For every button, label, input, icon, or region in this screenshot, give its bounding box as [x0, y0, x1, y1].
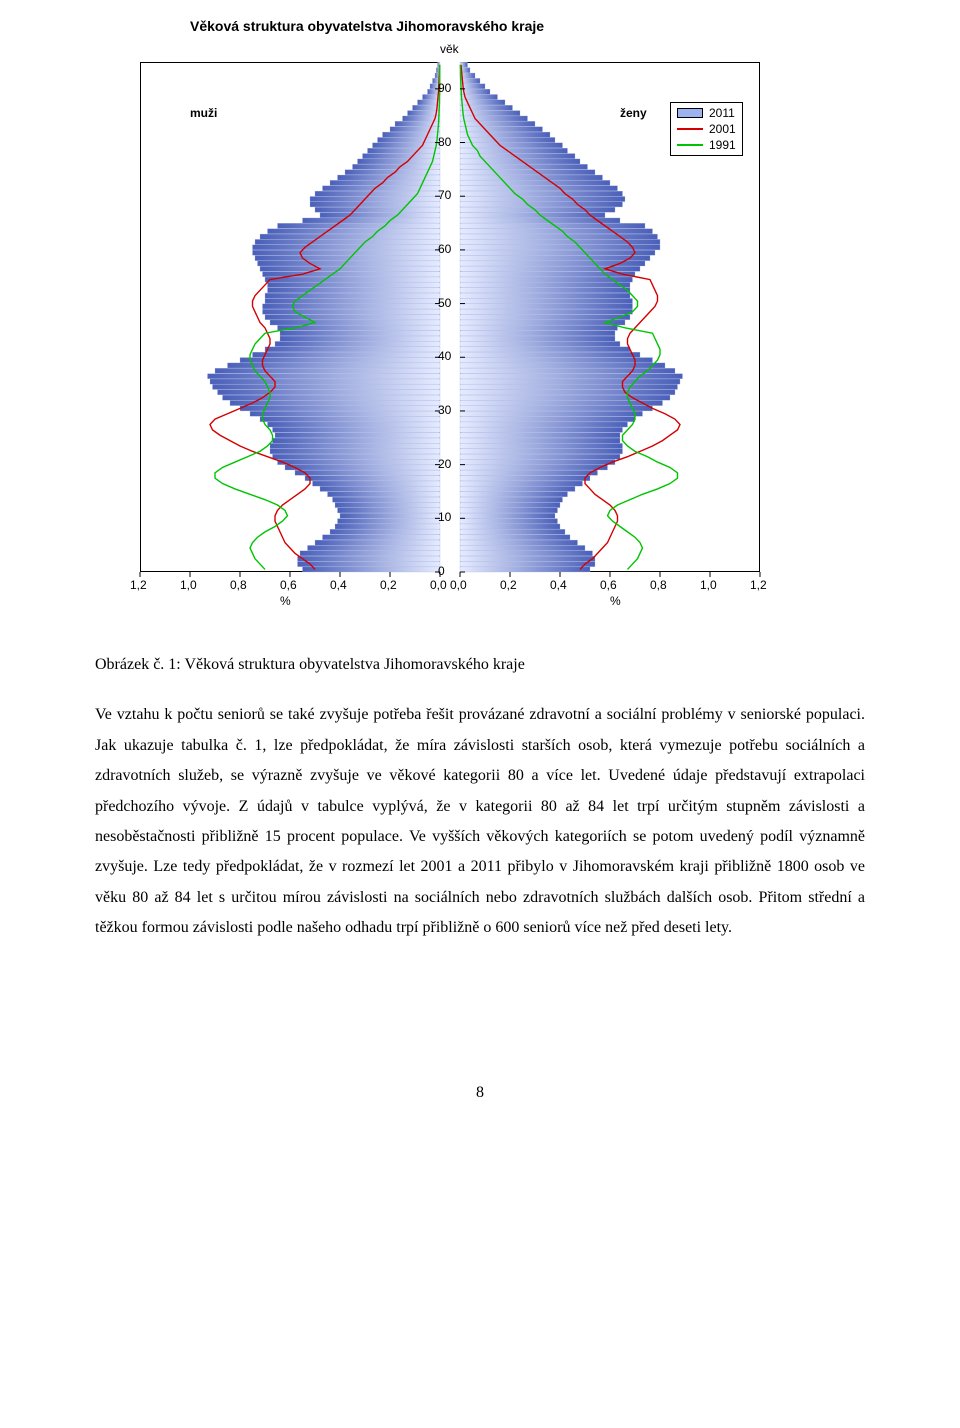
x-tick-left-0: 1,2: [130, 578, 147, 592]
figure-caption: Obrázek č. 1: Věková struktura obyvatels…: [95, 650, 865, 680]
y-tick-90: 90: [438, 81, 451, 95]
population-pyramid-chart: Věková struktura obyvatelstva Jihomoravs…: [130, 18, 830, 620]
y-tick-60: 60: [438, 242, 451, 256]
pyramid-plot-area: věk muži ženy 2011 2001 1991: [130, 40, 830, 620]
x-tick-right-1: 0,2: [500, 578, 517, 592]
y-tick-20: 20: [438, 457, 451, 471]
y-tick-30: 30: [438, 403, 451, 417]
body-paragraph: Ve vztahu k počtu seniorů se také zvyšuj…: [95, 700, 865, 943]
x-tick-right-2: 0,4: [550, 578, 567, 592]
pyramid-svg: [130, 40, 830, 620]
x-tick-left-1: 1,0: [180, 578, 197, 592]
x-tick-right-6: 1,2: [750, 578, 767, 592]
chart-title: Věková struktura obyvatelstva Jihomoravs…: [190, 18, 830, 34]
page-number: 8: [95, 1084, 865, 1102]
y-tick-80: 80: [438, 135, 451, 149]
x-tick-right-4: 0,8: [650, 578, 667, 592]
x-tick-right-3: 0,6: [600, 578, 617, 592]
x-tick-right-5: 1,0: [700, 578, 717, 592]
x-tick-left-2: 0,8: [230, 578, 247, 592]
x-tick-right-0: 0,0: [450, 578, 467, 592]
y-tick-0: 0: [438, 564, 445, 578]
x-tick-left-3: 0,6: [280, 578, 297, 592]
y-tick-50: 50: [438, 296, 451, 310]
x-axis-label-left: %: [280, 594, 291, 608]
x-axis-label-right: %: [610, 594, 621, 608]
x-tick-left-5: 0,2: [380, 578, 397, 592]
x-tick-left-4: 0,4: [330, 578, 347, 592]
y-tick-10: 10: [438, 510, 451, 524]
y-tick-40: 40: [438, 349, 451, 363]
y-tick-70: 70: [438, 188, 451, 202]
x-tick-left-6: 0,0: [430, 578, 447, 592]
